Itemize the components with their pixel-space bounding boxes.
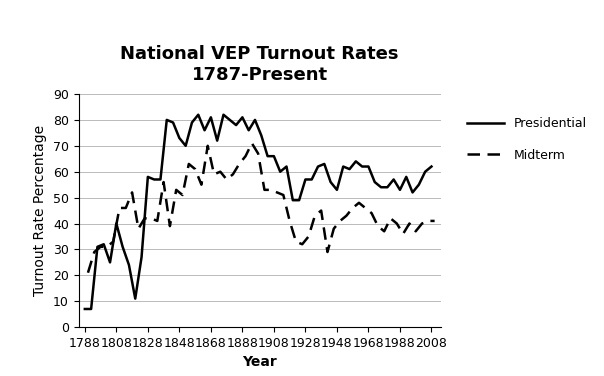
Presidential <box>283 164 290 169</box>
Line: Presidential: Presidential <box>85 115 431 309</box>
Legend: Presidential, Midterm: Presidential, Midterm <box>461 112 593 167</box>
Midterm <box>91 250 98 254</box>
Y-axis label: Turnout Rate Percentage: Turnout Rate Percentage <box>33 125 47 296</box>
Presidential <box>315 164 322 169</box>
Midterm <box>248 141 255 146</box>
Midterm <box>85 270 92 275</box>
Presidential <box>352 159 359 164</box>
Midterm <box>431 219 439 223</box>
Presidential <box>302 177 309 182</box>
Midterm <box>318 208 325 213</box>
Presidential <box>194 112 202 117</box>
Presidential <box>81 307 88 311</box>
Presidential <box>214 138 221 143</box>
Midterm <box>355 200 362 205</box>
Presidential <box>428 164 435 169</box>
Title: National VEP Turnout Rates
1787-Present: National VEP Turnout Rates 1787-Present <box>120 45 399 84</box>
Midterm <box>305 234 312 239</box>
Midterm <box>210 172 217 177</box>
Line: Midterm: Midterm <box>88 143 435 273</box>
Presidential <box>88 307 95 311</box>
X-axis label: Year: Year <box>242 355 277 369</box>
Midterm <box>286 219 294 223</box>
